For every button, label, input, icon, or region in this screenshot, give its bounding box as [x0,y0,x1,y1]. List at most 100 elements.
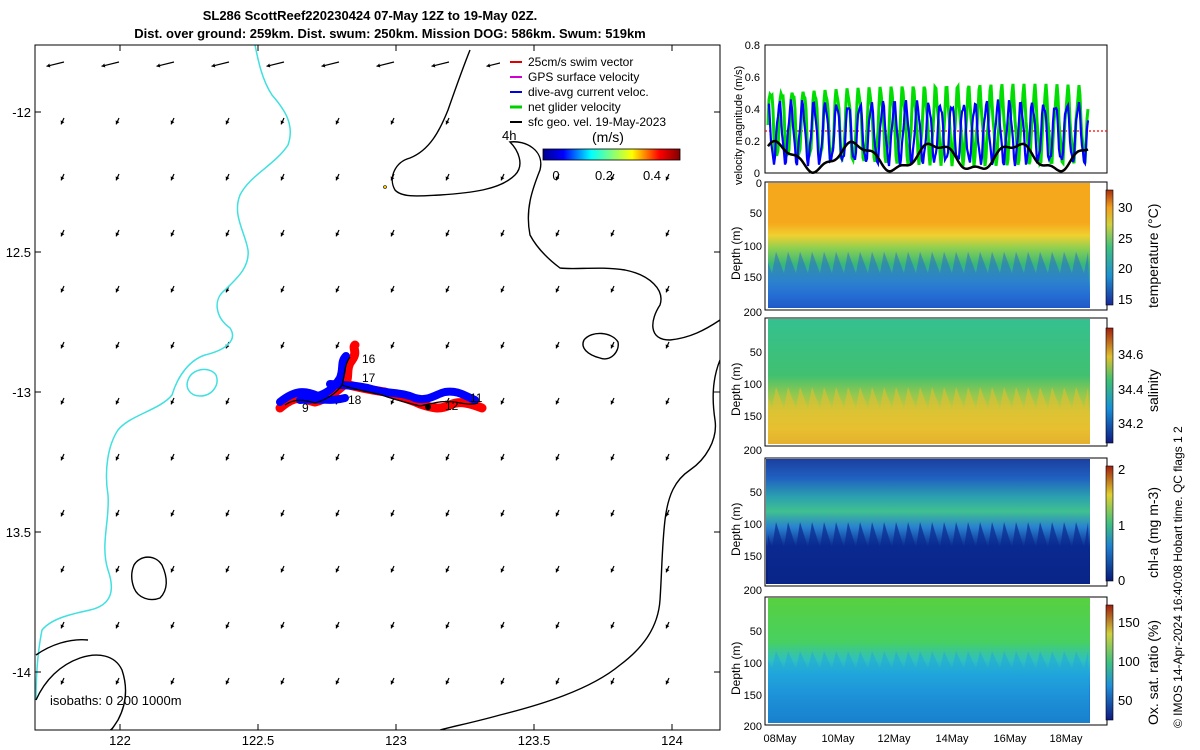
velocity-arrowhead [335,512,340,517]
velocity-arrowhead [500,400,505,405]
map-chart: 16 17 18 11 12 9 122 122.5 123 123.5 124… [6,44,721,748]
depth-tick: 100 [744,241,762,253]
cbar-tick: 34.6 [1118,347,1143,362]
depth-tick: 200 [744,585,762,597]
depth-tick: 200 [744,445,762,457]
velocity-arrowhead [115,232,120,237]
velocity-arrowhead [170,680,175,685]
velocity-arrowhead [170,568,175,573]
velocity-arrowhead [115,624,120,629]
velocity-arrowhead [390,344,395,349]
depth-tick: 50 [750,626,762,638]
map-y-tick-labels: -12 12.5 -13 13.5 -14 [6,105,31,680]
velocity-arrowhead [390,120,395,125]
velocity-arrowhead [211,63,216,68]
depth-tick: 200 [744,307,762,319]
velocity-arrowhead [225,512,230,517]
velocity-arrowhead [170,512,175,517]
velocity-arrowhead [445,624,450,629]
salinity-colorbar [1105,327,1114,444]
velocity-arrowhead [335,680,340,685]
y-tick-label: -13 [12,385,31,400]
velocity-arrowhead [280,120,285,125]
velocity-arrowhead [170,288,175,293]
isobath-label: isobaths: 0 200 1000m [50,693,182,708]
velocity-arrowhead [376,63,381,68]
velocity-arrowhead [445,568,450,573]
velocity-arrowhead [390,400,395,405]
legend-swim-vector: 25cm/s swim vector [528,55,633,69]
velocity-arrowhead [225,400,230,405]
map-ticks [35,45,720,730]
velocity-arrowhead [170,400,175,405]
y-tick-label: 0.8 [745,40,760,52]
depth-tick-labels: 0 50 100 150 200 50 100 150 200 50 100 1… [744,178,762,733]
velocity-arrowhead [60,400,65,405]
velocity-arrowhead [225,568,230,573]
velocity-arrowhead [445,344,450,349]
velocity-arrowhead [170,344,175,349]
velocity-arrowhead [335,288,340,293]
velocity-arrowhead [445,176,450,181]
time-tick-labels: 08May 10May 12May 14May 16May 18May [763,733,1083,745]
y-tick-label: 0 [754,168,760,180]
velocity-arrowhead [555,176,560,181]
velocity-arrowhead [60,680,65,685]
y-tick-label: 0.2 [745,136,760,148]
chla-ylabel: Depth (m) [730,503,743,556]
coastline-0m [35,45,292,701]
velocity-arrowhead [610,232,615,237]
velocity-arrowhead [500,624,505,629]
velocity-arrowhead [445,680,450,685]
velocity-arrowhead [665,176,670,181]
day-label: 18 [348,393,362,407]
depth-tick: 50 [750,208,762,220]
legend-net-glider-velocity: net glider velocity [528,100,621,114]
velocity-arrowhead [225,680,230,685]
velocity-arrowhead [115,568,120,573]
legend-gps-velocity: GPS surface velocity [528,70,639,84]
map-axes-box [34,44,721,731]
temperature-panel [764,181,1114,311]
x-tick-label: 123 [385,733,407,748]
velocity-arrowhead [500,512,505,517]
velocity-arrowhead [555,624,560,629]
oxygen-colorbar [1105,604,1114,721]
temperature-sawtooth [768,251,1090,308]
colorbar-ticks: 0 0.2 0.4 [552,168,661,183]
depth-tick: 200 [744,721,762,733]
velocity-arrowhead [225,176,230,181]
salinity-ylabel: Depth (m) [730,363,743,416]
velocity-arrowhead [665,568,670,573]
day-label: 16 [362,352,376,366]
velocity-arrowhead [280,624,285,629]
depth-tick: 150 [744,411,762,423]
velocity-arrowhead [500,176,505,181]
day-label: 17 [362,371,376,385]
velocity-arrowhead [280,288,285,293]
depth-tick: 100 [744,658,762,670]
velocity-arrowhead [115,512,120,517]
isobath-east [439,359,720,730]
salinity-cbar-label: salinity [1145,369,1161,412]
velocity-arrowhead [431,63,436,68]
chart-title-line1: SL286 ScottReef220230424 07-May 12Z to 1… [202,8,538,23]
depth-tick: 150 [744,690,762,702]
isobath-bay [131,556,167,601]
velocity-arrowhead [280,512,285,517]
velocity-arrowhead [115,680,120,685]
velocity-arrowhead [610,568,615,573]
velocity-arrowhead [60,288,65,293]
velocity-arrowhead [115,120,120,125]
velocity-arrowhead [60,456,65,461]
velocity-arrowhead [60,176,65,181]
velocity-arrowhead [555,400,560,405]
velocity-arrowhead [335,344,340,349]
temperature-ylabel: Depth (m) [730,227,743,280]
velocity-arrowhead [500,680,505,685]
velocity-arrowhead [225,624,230,629]
velocity-arrowhead [280,680,285,685]
velocity-panel: 0 0.2 0.4 0.6 0.8 [745,40,1108,180]
depth-tick: 50 [750,347,762,359]
velocity-arrowhead [335,568,340,573]
